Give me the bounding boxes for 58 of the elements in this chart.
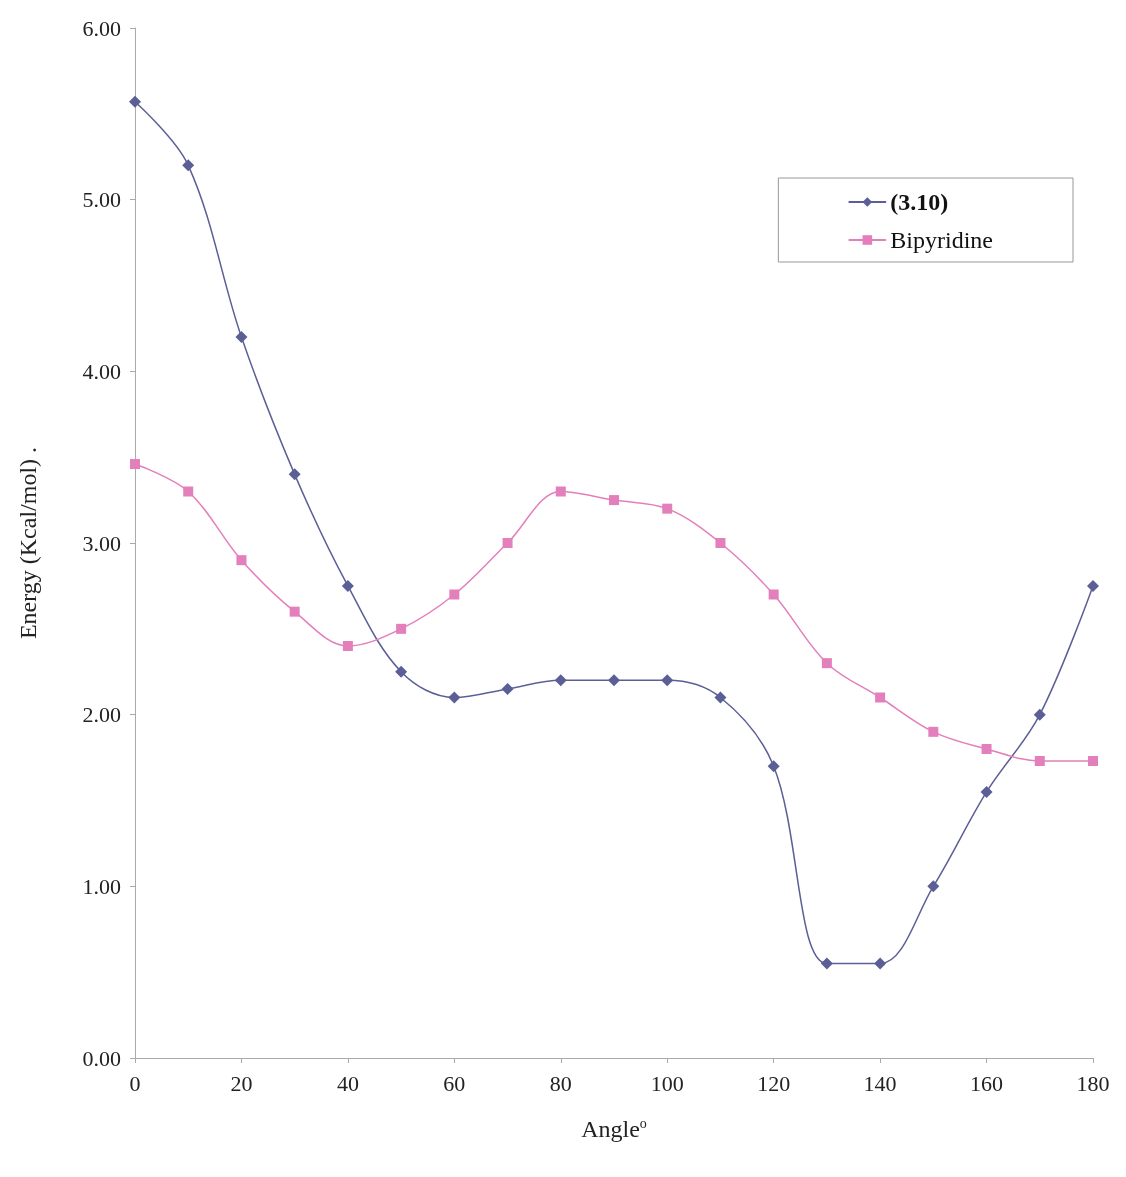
x-tick-label: 180 [1076,1070,1110,1096]
point [661,674,674,687]
point [449,589,460,600]
point [874,957,887,970]
point [395,665,408,678]
legend-label: Bipyridine [890,227,993,253]
point [1033,708,1046,721]
point [715,538,726,548]
x-tick-label: 160 [970,1070,1004,1096]
point [235,331,248,343]
point [341,579,354,592]
point [927,880,940,893]
point [288,468,301,481]
point [129,95,141,108]
point [608,674,620,687]
legend-label: (3.10) [890,189,949,215]
point [236,555,247,566]
y-tick-label: 0.00 [82,1045,121,1071]
x-tick-label: 20 [230,1070,253,1096]
point [502,538,513,548]
y-tick-label: 5.00 [82,187,121,213]
y-tick-label: 6.00 [82,15,121,41]
point [609,495,619,506]
point [130,459,140,470]
point [1087,579,1099,592]
point [820,957,833,970]
point [928,726,939,737]
point [981,744,992,754]
y-tick-label: 3.00 [82,530,121,556]
point [768,589,779,600]
point [555,486,566,497]
y-tick-label: 2.00 [82,702,121,728]
point [662,503,673,514]
point [554,674,567,687]
x-tick-label: 140 [863,1070,897,1096]
point [1088,756,1098,767]
point [980,785,993,798]
y-tick-label: 1.00 [82,873,121,899]
point [501,682,514,695]
point [448,691,461,704]
point [289,606,300,617]
x-tick-label: 0 [129,1070,141,1096]
point [821,658,832,669]
point [875,692,886,703]
point [342,641,353,651]
y-axis-title: Energy (Kcal/mol) . [15,446,41,640]
x-tick-label: 60 [443,1070,466,1096]
x-tick-label: 40 [336,1070,359,1096]
point [183,486,194,497]
point [714,691,727,704]
point [767,760,780,773]
x-tick-label: 120 [757,1070,791,1096]
x-tick-label: 100 [650,1070,684,1096]
y-tick-label: 4.00 [82,358,121,384]
point [396,623,407,634]
point [182,159,195,172]
x-tick-label: 80 [549,1070,572,1096]
point [1034,756,1045,767]
